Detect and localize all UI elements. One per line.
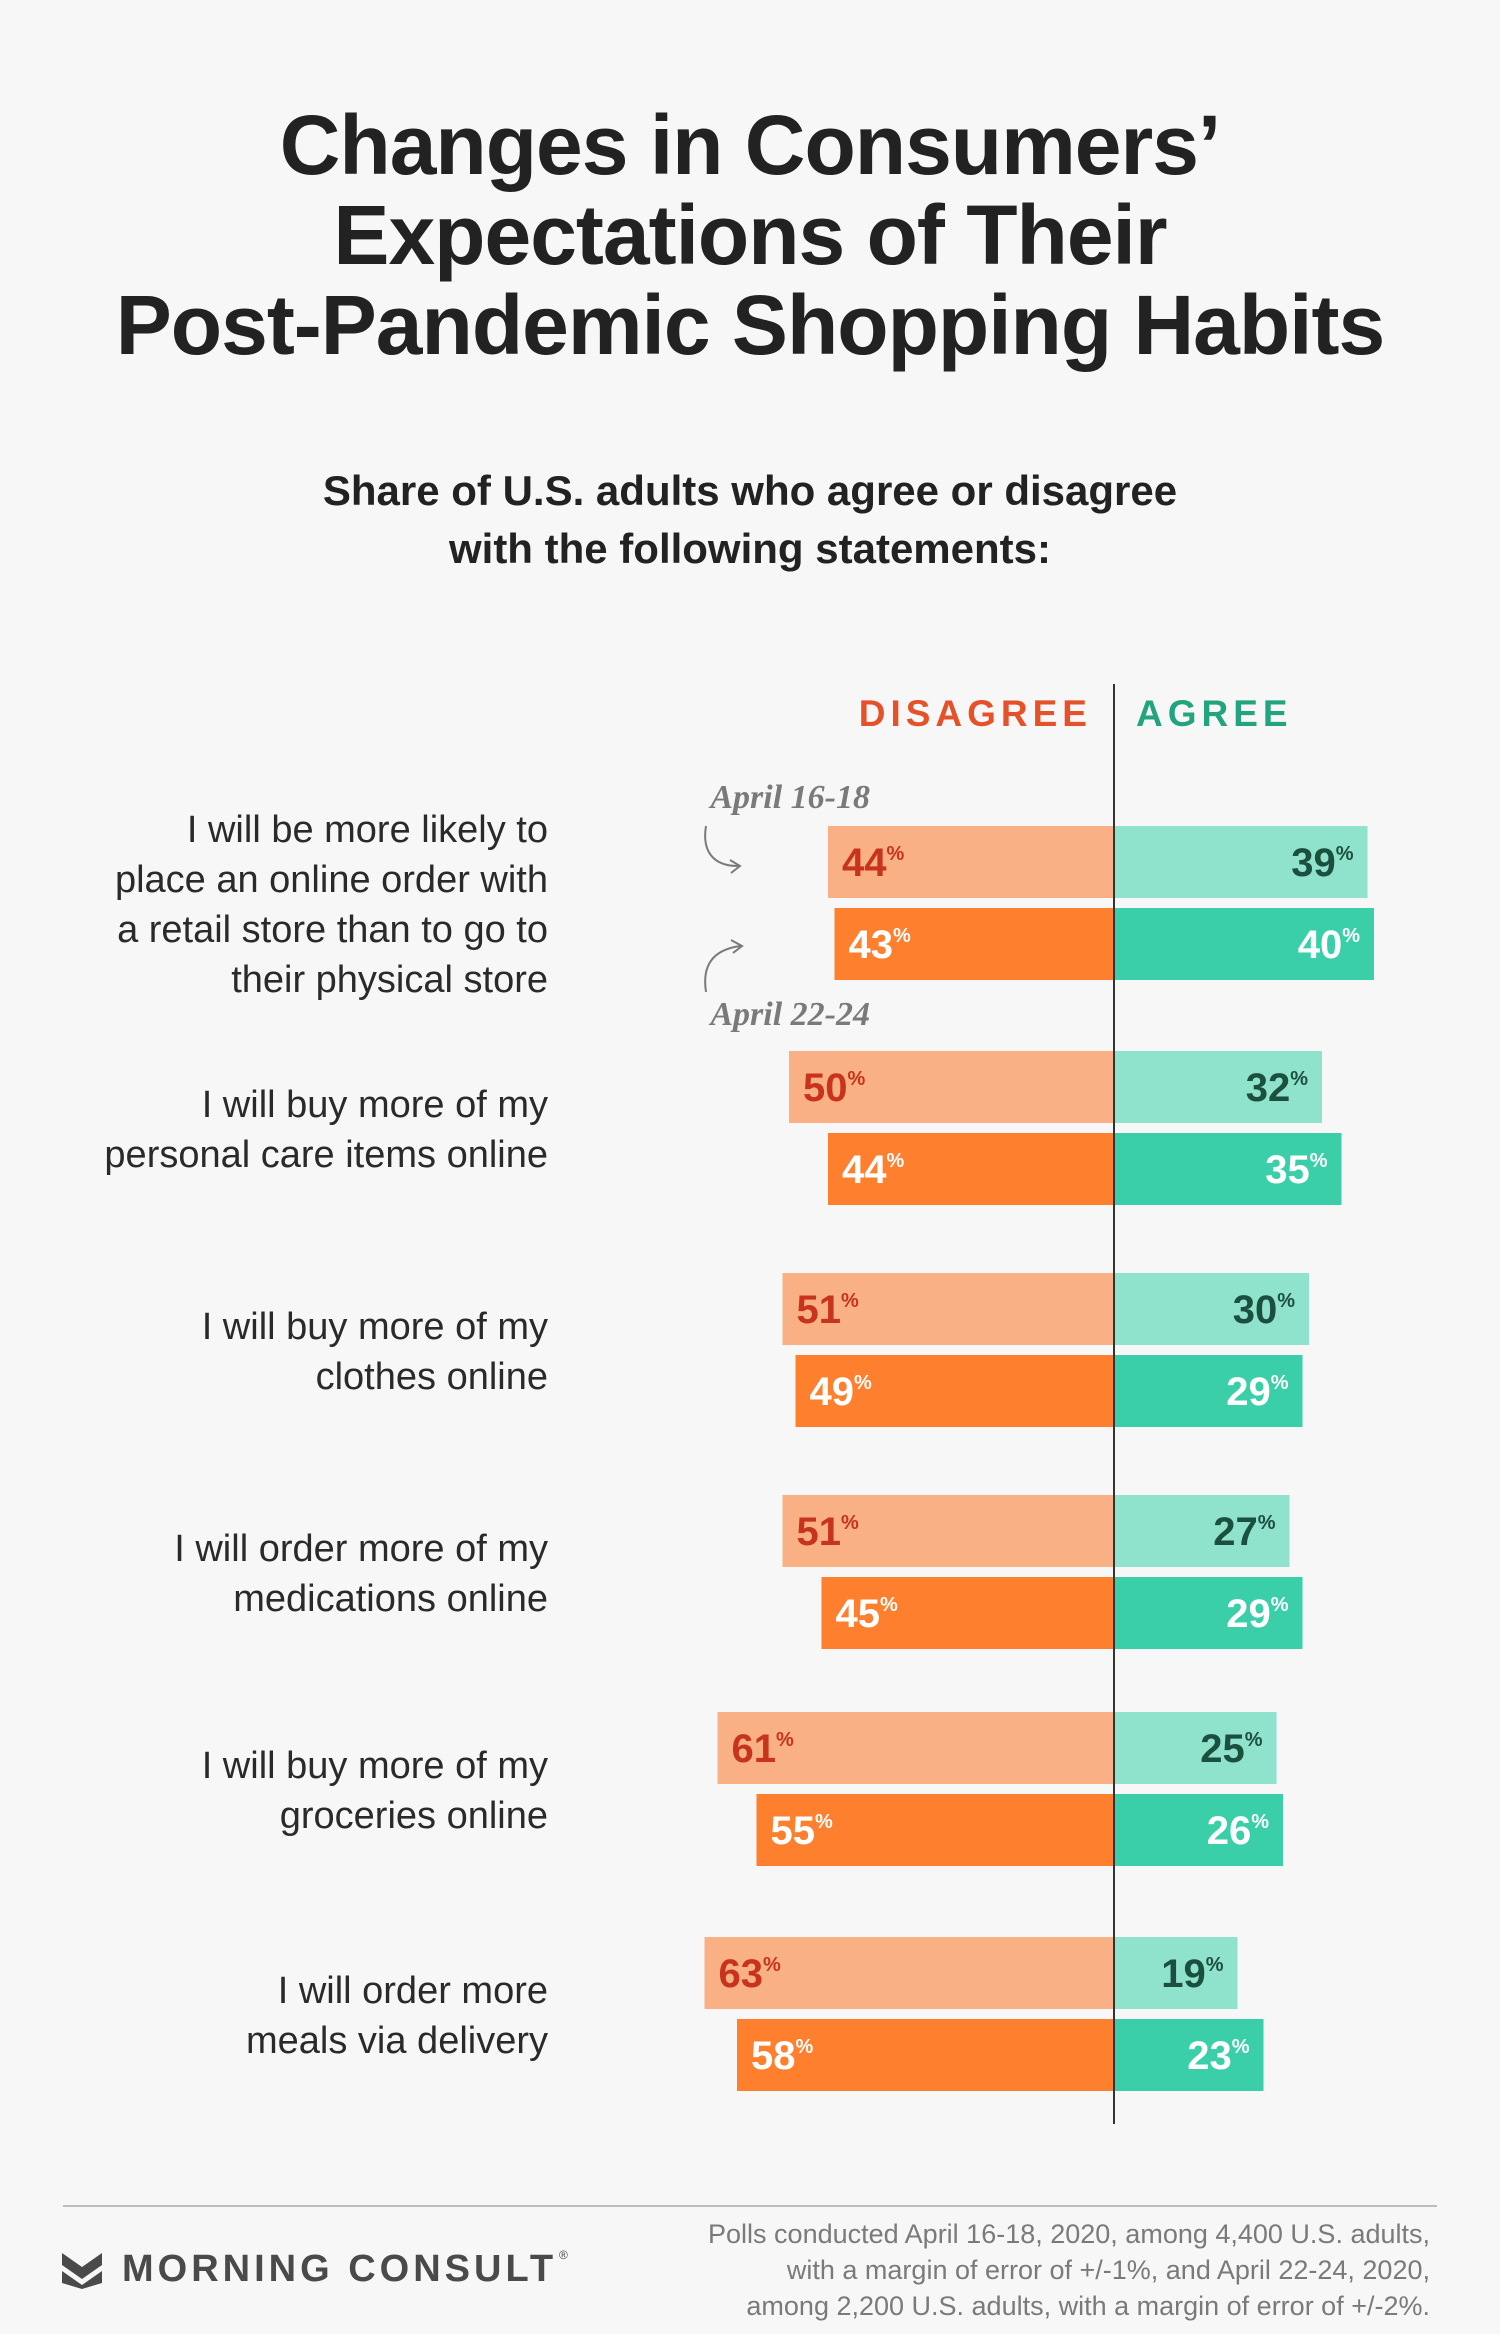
value-label-agree: 39% <box>1291 841 1354 885</box>
bar-disagree <box>704 1937 1114 2009</box>
bar-agree <box>1114 826 1368 898</box>
category-label: meals via delivery <box>246 2020 548 2062</box>
bar-disagree <box>828 1133 1114 1205</box>
chart-subtitle: Share of U.S. adults who agree or disagr… <box>0 462 1500 578</box>
value-label-agree: 29% <box>1226 1592 1289 1636</box>
value-label-disagree: 58% <box>751 2034 814 2078</box>
bar-agree <box>1114 1712 1277 1784</box>
value-label-disagree: 49% <box>810 1370 873 1414</box>
bar-agree <box>1114 1495 1290 1567</box>
value-label-agree: 25% <box>1200 1727 1263 1771</box>
value-label-agree: 30% <box>1233 1288 1296 1332</box>
bar-agree <box>1114 1355 1303 1427</box>
morning-consult-logo-icon <box>62 2253 102 2289</box>
bar-disagree <box>828 826 1114 898</box>
value-label-disagree: 50% <box>803 1066 866 1110</box>
annotation-first-poll: April 16-18 <box>708 779 870 816</box>
title-line-1: Changes in Consumers’ <box>279 98 1222 192</box>
annotation-arrowhead-second <box>730 939 744 954</box>
value-label-disagree: 55% <box>771 1809 834 1853</box>
subtitle-line-1: Share of U.S. adults who agree or disagr… <box>322 467 1178 514</box>
bar-disagree <box>717 1712 1114 1784</box>
value-label-agree: 29% <box>1226 1370 1289 1414</box>
subtitle-line-2: with the following statements: <box>448 525 1051 572</box>
title-line-3: Post-Pandemic Shopping Habits <box>115 278 1385 372</box>
bar-agree <box>1114 1051 1322 1123</box>
brand-name: MORNING CONSULT <box>122 2247 558 2290</box>
category-label: their physical store <box>231 959 548 1001</box>
header-disagree: DISAGREE <box>859 693 1092 734</box>
bar-disagree <box>782 1273 1114 1345</box>
category-label: I will be more likely to <box>187 809 548 851</box>
bar-agree <box>1114 2019 1264 2091</box>
registered-mark: ® <box>559 2248 568 2262</box>
value-label-agree: 35% <box>1265 1148 1328 1192</box>
value-label-disagree: 51% <box>797 1510 860 1554</box>
category-label: personal care items online <box>104 1134 548 1176</box>
annotation-arrow-first <box>704 825 739 867</box>
source-note-line-2: with a margin of error of +/-1%, and Apr… <box>786 2255 1430 2285</box>
value-label-disagree: 44% <box>842 841 905 885</box>
bar-disagree <box>782 1495 1114 1567</box>
bar-disagree <box>756 1794 1114 1866</box>
value-label-disagree: 61% <box>732 1727 795 1771</box>
value-label-agree: 32% <box>1246 1066 1309 1110</box>
value-label-disagree: 43% <box>849 923 912 967</box>
value-label-disagree: 51% <box>797 1288 860 1332</box>
diverging-bar-chart: DISAGREE AGREE 44% 39% 43% 40% I will be more … <box>104 684 1374 2124</box>
category-label: I will buy more of my <box>202 1084 548 1126</box>
category-label: a retail store than to go to <box>117 909 548 951</box>
bar-disagree <box>834 908 1114 980</box>
brand-logo: MORNING CONSULT ® <box>60 2244 568 2294</box>
bar-disagree <box>737 2019 1114 2091</box>
bar-agree <box>1114 1273 1309 1345</box>
category-label: I will order more of my <box>174 1528 548 1570</box>
category-label: I will buy more of my <box>202 1745 548 1787</box>
value-label-agree: 40% <box>1298 923 1361 967</box>
header-agree: AGREE <box>1136 693 1293 734</box>
bar-agree <box>1114 1794 1283 1866</box>
value-label-disagree: 63% <box>719 1952 782 1996</box>
annotation-second-poll: April 22-24 <box>708 996 870 1033</box>
bar-agree <box>1114 908 1374 980</box>
bar-agree <box>1114 1937 1238 2009</box>
value-label-agree: 27% <box>1213 1510 1276 1554</box>
annotation-arrowhead-first <box>729 859 742 874</box>
category-label: I will order more <box>278 1970 548 2012</box>
bar-agree <box>1114 1133 1342 1205</box>
value-label-agree: 19% <box>1161 1952 1224 1996</box>
source-note-line-3: among 2,200 U.S. adults, with a margin o… <box>746 2291 1430 2321</box>
bar-agree <box>1114 1577 1303 1649</box>
page-title: Changes in Consumers’ Expectations of Th… <box>0 100 1500 370</box>
category-label: I will buy more of my <box>202 1306 548 1348</box>
value-label-disagree: 44% <box>842 1148 905 1192</box>
category-label: clothes online <box>316 1356 548 1398</box>
source-note: Polls conducted April 16-18, 2020, among… <box>610 2216 1430 2324</box>
title-line-2: Expectations of Their <box>333 188 1167 282</box>
category-label: place an online order with <box>115 859 548 901</box>
category-label: groceries online <box>280 1795 548 1837</box>
source-note-line-1: Polls conducted April 16-18, 2020, among… <box>708 2219 1430 2249</box>
value-label-disagree: 45% <box>836 1592 899 1636</box>
category-label: medications online <box>233 1578 548 1620</box>
bar-disagree <box>789 1051 1114 1123</box>
value-label-agree: 23% <box>1187 2034 1250 2078</box>
annotation-arrow-second <box>704 945 741 993</box>
bar-disagree <box>795 1355 1114 1427</box>
bar-disagree <box>821 1577 1114 1649</box>
value-label-agree: 26% <box>1207 1809 1270 1853</box>
footer-divider <box>63 2205 1437 2207</box>
